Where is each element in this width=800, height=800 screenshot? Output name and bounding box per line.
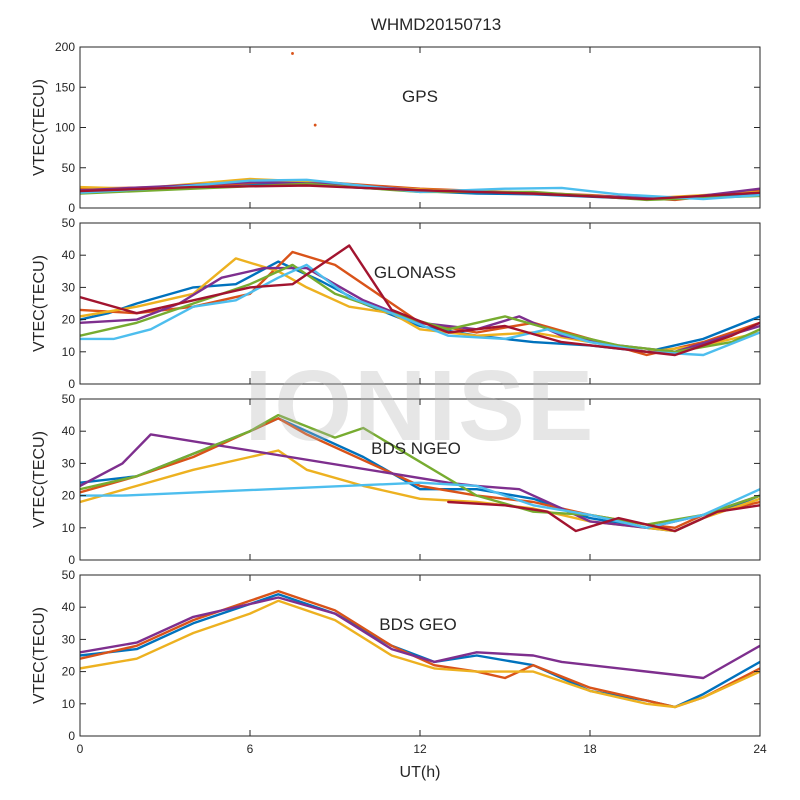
panel-label: BDS GEO bbox=[379, 615, 456, 634]
y-tick-label: 10 bbox=[62, 521, 76, 535]
y-tick-label: 20 bbox=[62, 489, 76, 503]
y-tick-label: 20 bbox=[62, 313, 76, 327]
panel-2: 0 10 20 30 40 50 VTEC(TECU) GLONASS bbox=[31, 216, 761, 391]
x-tick-label: 24 bbox=[753, 742, 767, 756]
x-tick-label: 6 bbox=[247, 742, 254, 756]
y-tick-label: 50 bbox=[62, 161, 76, 175]
series-group bbox=[80, 589, 760, 709]
y-tick-label: 40 bbox=[62, 248, 76, 262]
y-tick-label: 100 bbox=[55, 121, 75, 135]
y-tick-label: 0 bbox=[68, 729, 75, 743]
y-tick-label: 20 bbox=[62, 665, 76, 679]
panel-1: 0 50 100 150 200 VTEC(TECU) GPS bbox=[31, 40, 761, 215]
outlier-point bbox=[291, 52, 294, 55]
panel-label: GLONASS bbox=[374, 263, 456, 282]
series-line bbox=[447, 500, 760, 533]
y-tick-label: 0 bbox=[68, 553, 75, 567]
y-tick-label: 10 bbox=[62, 697, 76, 711]
y-tick-label: 30 bbox=[62, 280, 76, 294]
y-axis-label: VTEC(TECU) bbox=[31, 431, 48, 528]
series-line bbox=[80, 481, 760, 529]
series-line bbox=[80, 417, 760, 529]
plot-area bbox=[80, 47, 760, 208]
x-tick-label: 0 bbox=[77, 742, 84, 756]
x-axis-label: UT(h) bbox=[400, 764, 441, 781]
y-tick-label: 30 bbox=[62, 632, 76, 646]
plot-area bbox=[80, 399, 760, 560]
outlier-point bbox=[313, 123, 317, 127]
x-tick-label: 12 bbox=[413, 742, 427, 756]
y-tick-label: 0 bbox=[68, 201, 75, 215]
y-tick-label: 50 bbox=[62, 392, 76, 406]
series-line bbox=[80, 596, 760, 680]
y-tick-label: 0 bbox=[68, 377, 75, 391]
series-line bbox=[80, 184, 760, 201]
y-tick-label: 50 bbox=[62, 568, 76, 582]
series-group bbox=[80, 52, 760, 202]
y-tick-label: 10 bbox=[62, 345, 76, 359]
x-tick-label: 18 bbox=[583, 742, 597, 756]
y-tick-label: 200 bbox=[55, 40, 75, 54]
series-line bbox=[80, 599, 760, 709]
series-group bbox=[80, 413, 760, 533]
y-tick-label: 40 bbox=[62, 600, 76, 614]
chart-title: WHMD20150713 bbox=[371, 15, 501, 34]
panel-4: 0 10 20 30 40 50 0 6 12 18 24 VTEC(TECU) BDS GEO bbox=[31, 568, 767, 756]
watermark: IONISE bbox=[245, 350, 596, 462]
series-group bbox=[80, 244, 760, 357]
y-tick-label: 40 bbox=[62, 424, 76, 438]
y-tick-label: 150 bbox=[55, 80, 75, 94]
panel-3: 0 10 20 30 40 50 VTEC(TECU) BDS NGEO bbox=[31, 392, 761, 567]
y-axis-label: VTEC(TECU) bbox=[31, 255, 48, 352]
y-tick-label: 50 bbox=[62, 216, 76, 230]
panel-label: BDS NGEO bbox=[371, 439, 461, 458]
y-tick-label: 30 bbox=[62, 456, 76, 470]
series-line bbox=[80, 244, 760, 357]
y-axis-label: VTEC(TECU) bbox=[31, 607, 48, 704]
y-axis-label: VTEC(TECU) bbox=[31, 79, 48, 176]
panel-label: GPS bbox=[402, 87, 438, 106]
series-line bbox=[80, 263, 760, 357]
